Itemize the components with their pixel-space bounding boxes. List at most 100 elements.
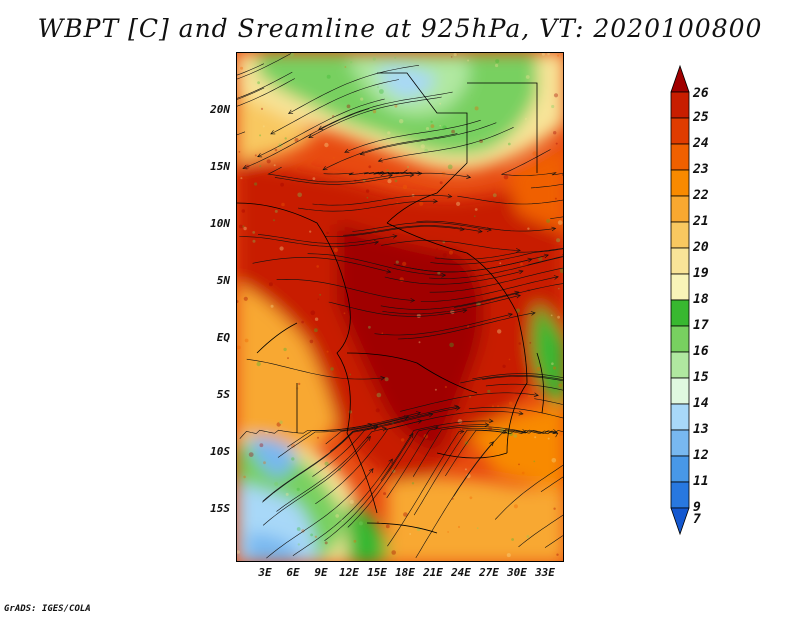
speckle <box>418 341 421 344</box>
speckle <box>529 342 532 344</box>
colorbar-label: 21 <box>693 214 709 229</box>
streamline-arrow <box>433 198 438 204</box>
speckle <box>374 229 377 232</box>
speckle <box>381 332 384 335</box>
colorbar-swatch <box>670 247 690 275</box>
speckle <box>243 226 247 231</box>
region-congo-core <box>337 223 484 453</box>
streamline <box>501 149 563 176</box>
streamline <box>328 301 467 317</box>
speckle <box>511 538 514 541</box>
speckle <box>550 314 553 317</box>
speckle <box>409 533 412 535</box>
streamline-arrow <box>562 172 563 174</box>
streamline-arrow <box>373 425 379 431</box>
speckle <box>402 261 407 266</box>
streamline-arrow <box>428 412 434 418</box>
streamline <box>257 234 397 244</box>
streamlines <box>237 53 563 559</box>
streamline <box>420 276 559 302</box>
speckle <box>372 109 377 114</box>
speckle <box>296 487 300 491</box>
speckle <box>395 260 399 264</box>
streamline-arrow <box>486 227 492 232</box>
speckle <box>365 496 370 501</box>
streamline-arrow <box>530 311 536 316</box>
speckle <box>407 166 409 168</box>
streamline-arrow <box>270 130 276 135</box>
streamline <box>381 240 521 251</box>
streamline-arrow <box>553 275 559 280</box>
speckle <box>376 392 382 398</box>
speckle <box>349 373 352 376</box>
colorbar-swatch <box>670 273 690 301</box>
speckle <box>470 94 473 97</box>
speckle <box>546 205 551 210</box>
speckle <box>338 468 341 472</box>
speckle <box>317 436 319 439</box>
speckle <box>241 209 246 213</box>
streamline-arrow <box>553 432 559 438</box>
streamline-arrow <box>454 404 460 410</box>
speckle <box>474 106 479 111</box>
streamline <box>237 53 292 80</box>
streamline-arrow <box>318 125 324 130</box>
speckle <box>474 208 478 211</box>
lon-label-30e: 30E <box>507 566 527 579</box>
speckle <box>447 164 453 170</box>
speckle <box>326 74 331 79</box>
speckle <box>526 535 530 538</box>
region-east-highlands <box>532 303 563 412</box>
speckle <box>240 177 243 180</box>
streamline <box>385 411 524 431</box>
speckle <box>254 182 258 186</box>
speckle <box>310 310 316 316</box>
colorbar-swatch <box>670 429 690 457</box>
speckle <box>238 224 243 229</box>
lon-label-18e: 18E <box>395 566 415 579</box>
streamline <box>430 248 563 265</box>
streamline-arrow <box>322 166 328 171</box>
streamline <box>378 127 514 162</box>
lat-label-15n: 15N <box>210 160 230 173</box>
streamline <box>457 195 563 205</box>
streamline <box>318 91 453 130</box>
streamline <box>274 174 414 185</box>
speckle <box>469 395 471 398</box>
streamline-arrow <box>417 171 423 176</box>
streamline-arrow <box>441 273 447 278</box>
colorbar-swatch <box>670 481 690 509</box>
speckle <box>310 533 313 537</box>
speckle <box>557 220 563 225</box>
speckle <box>353 539 357 543</box>
speckle <box>495 63 499 68</box>
speckle <box>240 66 244 70</box>
streamline <box>415 441 494 559</box>
speckle <box>499 262 502 265</box>
streamline <box>239 424 373 439</box>
speckle <box>556 238 561 243</box>
speckle <box>551 362 554 366</box>
streamline-arrow <box>433 425 439 430</box>
streamline <box>262 436 371 526</box>
speckle <box>330 367 334 371</box>
streamline <box>400 392 539 412</box>
colorbar-label: 7 <box>693 512 701 527</box>
colorbar-label: 11 <box>693 474 709 489</box>
speckle <box>372 328 375 331</box>
speckle <box>420 144 425 149</box>
speckle <box>280 182 284 187</box>
streamline <box>468 407 563 419</box>
streamline <box>453 429 558 497</box>
colorbar-swatch <box>670 169 690 197</box>
colorbar-label: 22 <box>693 188 709 203</box>
speckle <box>527 227 530 230</box>
speckle <box>508 401 513 406</box>
speckle <box>488 426 493 431</box>
speckle <box>553 507 556 510</box>
colorbar-swatch <box>670 377 690 405</box>
streamline <box>445 429 557 477</box>
streamline-arrow <box>380 375 386 381</box>
speckle <box>281 202 285 207</box>
speckle <box>558 431 563 436</box>
